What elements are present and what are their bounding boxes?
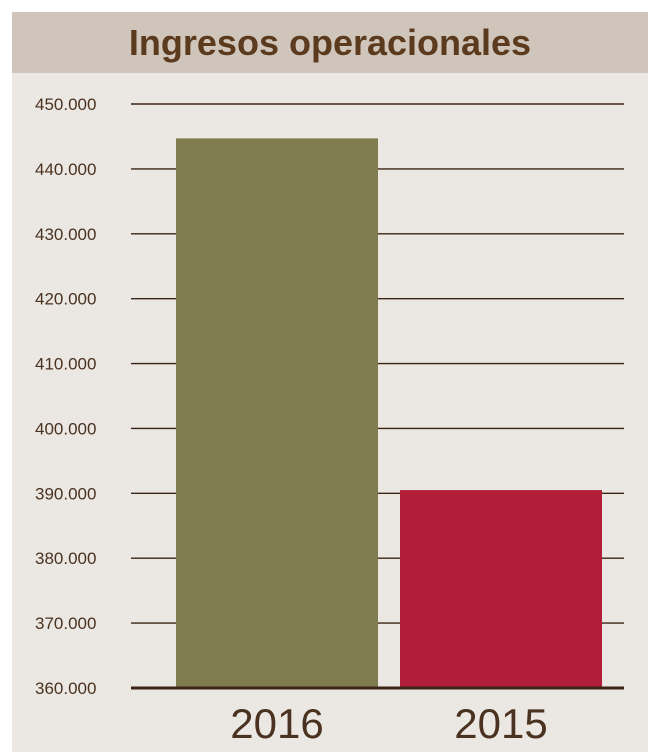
category-label-layer: 2016 2015 <box>230 700 547 747</box>
title-band <box>12 12 648 73</box>
y-tick-label: 380.000 <box>35 549 96 568</box>
y-tick-label: 390.000 <box>35 484 96 503</box>
y-tick-label: 370.000 <box>35 614 96 633</box>
y-tick-label: 450.000 <box>35 95 96 114</box>
x-category-label: 2015 <box>454 700 547 747</box>
tick-label-layer: 450.000 440.000 430.000 420.000 410.000 400.0… <box>35 95 96 698</box>
y-tick-label: 440.000 <box>35 160 96 179</box>
y-tick-label: 360.000 <box>35 679 96 698</box>
y-tick-label: 420.000 <box>35 290 96 309</box>
chart-title: Ingresos operacionales <box>128 22 532 63</box>
y-tick-label: 410.000 <box>35 355 96 374</box>
y-tick-label: 430.000 <box>35 225 96 244</box>
bar-layer <box>131 138 624 690</box>
y-tick-label: 400.000 <box>35 419 96 438</box>
bar-2016 <box>176 138 378 688</box>
x-category-label: 2016 <box>230 700 323 747</box>
bar-2015 <box>400 490 602 688</box>
